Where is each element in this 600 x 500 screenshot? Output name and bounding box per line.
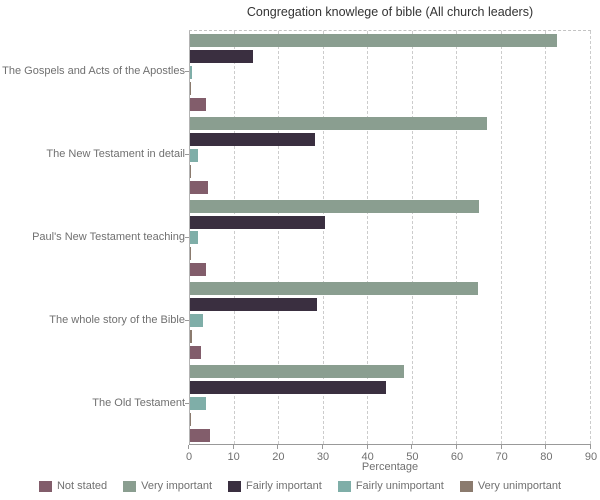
y-tick-label: Paul's New Testament teaching — [32, 231, 185, 243]
legend-swatch-icon — [38, 480, 52, 492]
x-tick-label: 0 — [185, 451, 193, 463]
bar — [190, 33, 557, 47]
gridline-50 — [411, 31, 413, 444]
bar-group-5 — [190, 362, 591, 445]
y-tick-label: The New Testament in detail — [46, 148, 185, 161]
bar — [190, 97, 207, 111]
bar — [190, 397, 207, 411]
legend: Not stated Very important Fairly important… — [0, 478, 600, 494]
legend-label: Very important — [141, 480, 213, 492]
y-tick-mark — [185, 237, 189, 238]
legend-label: Fairly unimportant — [355, 480, 444, 492]
x-tick-label: 60 — [450, 451, 464, 463]
x-tick-label: 90 — [584, 451, 598, 463]
x-tick-label: 30 — [316, 451, 330, 463]
y-tick-mark — [185, 319, 189, 321]
x-tick-mark — [590, 445, 591, 449]
x-tick-mark — [188, 445, 189, 449]
y-tick-mark — [185, 402, 189, 404]
bar — [190, 180, 209, 194]
x-tick-mark — [500, 445, 502, 449]
bar — [190, 65, 193, 79]
legend-swatch-icon — [337, 480, 351, 492]
bar — [190, 231, 198, 245]
bar — [190, 132, 315, 146]
bar-group-4 — [190, 279, 591, 362]
x-tick-mark — [455, 445, 457, 449]
bar — [190, 263, 207, 277]
legend-item-very-unimportant: Very unimportant — [459, 480, 562, 492]
gridline-10 — [233, 31, 235, 444]
bar-series-container — [190, 31, 591, 444]
gridline-30 — [322, 31, 324, 444]
bar-group-3 — [190, 197, 591, 280]
x-tick-label: 50 — [406, 451, 419, 463]
y-tick-label: The Old Testament — [92, 396, 185, 409]
x-tick-mark — [277, 445, 279, 449]
bar — [190, 164, 191, 178]
y-tick-label: The Gospels and Acts of the Apostles — [2, 65, 185, 78]
bar — [190, 428, 211, 442]
x-tick-label: 20 — [272, 451, 285, 463]
x-tick-label: 80 — [540, 451, 553, 463]
legend-label: Very unimportant — [477, 480, 562, 492]
bar — [190, 346, 202, 360]
legend-swatch-icon — [459, 480, 473, 492]
bar — [190, 215, 325, 229]
x-tick-mark — [232, 445, 234, 449]
x-tick-label: 40 — [361, 451, 374, 463]
bar — [190, 81, 192, 95]
gridline-60 — [456, 31, 458, 444]
bar-group-1 — [190, 31, 591, 114]
x-tick-mark — [545, 445, 547, 449]
bar — [190, 148, 199, 162]
bar — [190, 298, 317, 312]
legend-item-very-important: Very important — [123, 480, 212, 492]
x-tick-label: 70 — [495, 451, 508, 463]
gridline-70 — [500, 31, 502, 444]
bar — [190, 413, 191, 426]
bar — [190, 199, 479, 213]
chart-title: Congregation knowlege of bible (All chur… — [246, 5, 534, 19]
x-tick-mark — [411, 445, 413, 449]
y-tick-mark — [185, 154, 189, 156]
y-tick-label: The whole story of the Bible — [49, 313, 185, 326]
bar — [190, 314, 204, 328]
gridline-20 — [278, 31, 280, 444]
legend-swatch-icon — [228, 480, 242, 492]
bar — [190, 381, 387, 395]
x-tick-mark — [366, 445, 368, 449]
bar — [190, 247, 192, 261]
legend-item-fairly-important: Fairly important — [228, 480, 322, 492]
gridline-40 — [367, 31, 369, 444]
gridline-90 — [590, 31, 591, 444]
x-axis: 0 10 20 30 40 50 60 70 80 90 — [186, 444, 597, 463]
bar — [190, 116, 488, 130]
legend-swatch-icon — [123, 480, 137, 492]
bar-group-2 — [190, 114, 591, 197]
bar — [190, 330, 192, 344]
plot-area — [189, 30, 591, 444]
y-tick-mark — [185, 71, 189, 73]
x-tick-mark — [321, 445, 323, 449]
gridline-80 — [545, 31, 547, 444]
legend-item-not-stated: Not stated — [38, 480, 108, 492]
x-tick-label: 10 — [227, 451, 240, 463]
x-axis-title: Percentage — [361, 461, 419, 473]
legend-item-fairly-unimportant: Fairly unimportant — [337, 480, 444, 492]
bar — [190, 365, 405, 379]
bar — [190, 282, 479, 296]
bar — [190, 49, 254, 63]
legend-label: Fairly important — [246, 480, 322, 492]
legend-label: Not stated — [56, 480, 108, 492]
